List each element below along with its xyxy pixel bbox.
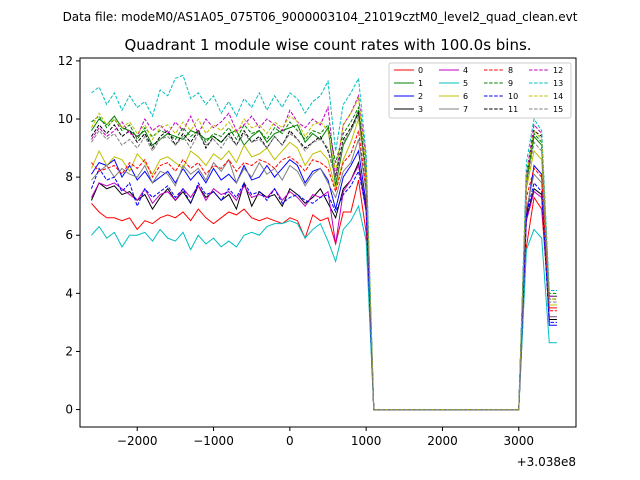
y-axis: 0 2 4 6 8 10 12: [58, 54, 80, 417]
x-tick-label: 3000: [503, 434, 534, 448]
legend-label-15: 15: [553, 105, 563, 114]
legend-label-4: 4: [463, 66, 468, 75]
legend-label-9: 9: [508, 79, 513, 88]
legend-label-8: 8: [508, 66, 513, 75]
y-tick-label: 2: [65, 344, 73, 358]
y-tick-label: 0: [65, 403, 73, 417]
x-axis-offset-label: +3.038e8: [517, 455, 576, 469]
legend-label-6: 6: [463, 92, 468, 101]
series-line-13: [91, 74, 557, 411]
y-tick-label: 8: [65, 170, 73, 184]
legend-label-12: 12: [553, 66, 563, 75]
legend-label-14: 14: [553, 92, 563, 101]
chart-title: Quadrant 1 module wise count rates with …: [124, 36, 531, 54]
series-layer: [90, 74, 557, 411]
x-tick-label: 1000: [351, 434, 382, 448]
axes-frame: [79, 57, 577, 428]
series-line-12: [91, 93, 557, 411]
legend-label-7: 7: [463, 105, 468, 114]
y-tick-label: 12: [58, 54, 73, 68]
legend-label-3: 3: [418, 105, 423, 114]
legend-label-13: 13: [553, 79, 563, 88]
legend-label-0: 0: [418, 66, 423, 75]
suptitle: Data file: modeM0/AS1A05_075T06_90000031…: [63, 10, 578, 24]
legend-label-1: 1: [418, 79, 423, 88]
x-tick-label: −2000: [117, 434, 158, 448]
y-tick-label: 6: [65, 228, 73, 242]
x-tick-label: 2000: [427, 434, 458, 448]
y-tick-label: 10: [58, 112, 73, 126]
x-axis: −2000 −1000 0 1000 2000 3000: [117, 427, 534, 448]
y-tick-label: 4: [65, 286, 73, 300]
series-line-15: [91, 114, 557, 411]
legend-box: [388, 62, 572, 119]
legend-label-10: 10: [508, 92, 518, 101]
legend-label-5: 5: [463, 79, 468, 88]
legend-label-2: 2: [418, 92, 423, 101]
legend-label-11: 11: [508, 105, 518, 114]
x-tick-label: 0: [286, 434, 294, 448]
x-tick-label: −1000: [193, 434, 234, 448]
